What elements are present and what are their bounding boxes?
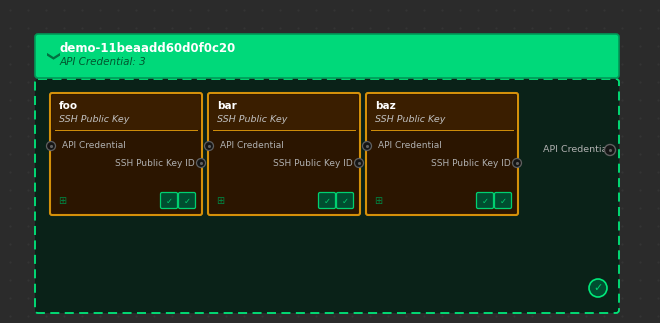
Text: API Credential: API Credential: [378, 141, 442, 151]
FancyBboxPatch shape: [337, 193, 354, 209]
FancyBboxPatch shape: [319, 193, 335, 209]
Text: ✓: ✓: [500, 196, 506, 205]
Circle shape: [205, 141, 213, 151]
Text: foo: foo: [59, 101, 78, 111]
Text: ✓: ✓: [323, 196, 331, 205]
Circle shape: [354, 159, 364, 168]
Text: ⊞: ⊞: [374, 196, 382, 206]
FancyBboxPatch shape: [35, 34, 619, 78]
FancyBboxPatch shape: [366, 93, 518, 215]
Text: SSH Public Key ID: SSH Public Key ID: [273, 159, 353, 168]
Circle shape: [362, 141, 372, 151]
FancyBboxPatch shape: [178, 193, 195, 209]
Circle shape: [197, 159, 205, 168]
Text: ⊞: ⊞: [216, 196, 224, 206]
Text: API Credential: API Credential: [62, 141, 126, 151]
Circle shape: [589, 279, 607, 297]
FancyBboxPatch shape: [35, 79, 619, 313]
Text: SSH Public Key ID: SSH Public Key ID: [431, 159, 511, 168]
Text: bar: bar: [217, 101, 237, 111]
FancyBboxPatch shape: [210, 95, 358, 130]
Text: baz: baz: [375, 101, 396, 111]
FancyBboxPatch shape: [208, 93, 360, 215]
Text: API Credential: API Credential: [543, 145, 610, 154]
FancyBboxPatch shape: [368, 95, 516, 130]
Text: SSH Public Key: SSH Public Key: [59, 114, 129, 123]
FancyBboxPatch shape: [52, 95, 200, 130]
Circle shape: [46, 141, 55, 151]
Text: API Credential: 3: API Credential: 3: [60, 57, 147, 67]
Text: demo-11beaadd60d0f0c20: demo-11beaadd60d0f0c20: [60, 43, 236, 56]
FancyBboxPatch shape: [50, 93, 202, 215]
Text: API Credential: API Credential: [220, 141, 284, 151]
Text: SSH Public Key ID: SSH Public Key ID: [115, 159, 195, 168]
Circle shape: [605, 144, 616, 155]
FancyBboxPatch shape: [160, 193, 178, 209]
Text: ⊞: ⊞: [58, 196, 66, 206]
FancyBboxPatch shape: [494, 193, 512, 209]
Circle shape: [513, 159, 521, 168]
Text: ✓: ✓: [166, 196, 172, 205]
FancyBboxPatch shape: [477, 193, 494, 209]
Text: SSH Public Key: SSH Public Key: [217, 114, 287, 123]
Text: ❯: ❯: [44, 51, 57, 61]
Text: ✓: ✓: [183, 196, 191, 205]
Text: ✓: ✓: [341, 196, 348, 205]
Text: SSH Public Key: SSH Public Key: [375, 114, 446, 123]
Text: ✓: ✓: [482, 196, 488, 205]
Text: ✓: ✓: [593, 283, 603, 293]
